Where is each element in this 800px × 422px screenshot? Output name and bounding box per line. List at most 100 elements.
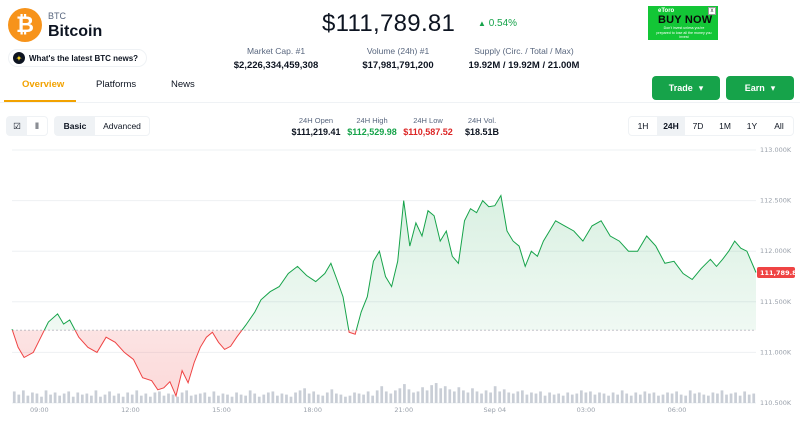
volume-bar — [734, 392, 737, 403]
active-tab-indicator — [4, 100, 76, 102]
volume-bar — [430, 385, 433, 403]
volume-bar — [280, 393, 284, 403]
volume-bar — [707, 395, 710, 403]
volume-bar — [384, 391, 388, 403]
volume-bar — [743, 391, 747, 403]
volume-bar — [480, 393, 483, 403]
trade-button[interactable]: Trade ▾ — [652, 76, 720, 100]
open-value: $111,219.41 — [291, 127, 341, 137]
volume-bar — [593, 394, 597, 403]
volume-bar — [80, 394, 84, 403]
volume-bar — [303, 388, 306, 403]
volume-bar — [729, 393, 733, 403]
earn-button[interactable]: Earn ▾ — [726, 76, 794, 100]
volume-bar — [285, 394, 288, 403]
volume-bar — [530, 392, 533, 403]
etoro-ad[interactable]: eToro BUY NOW Don't invest unless you're… — [648, 6, 718, 40]
volume-bar — [153, 392, 157, 403]
high-value: $112,529.98 — [347, 127, 397, 137]
volume-bar — [711, 392, 715, 403]
coin-name: Bitcoin — [48, 23, 103, 40]
volume-bar — [198, 393, 202, 403]
volume-bar — [375, 390, 379, 403]
volume-bar — [203, 392, 207, 403]
candlestick-chart-icon[interactable]: ⦀ — [35, 120, 39, 131]
volume-bar — [670, 393, 674, 403]
volume-bar — [248, 390, 252, 403]
current-price-label: 111,789.81 — [760, 269, 800, 277]
ad-close-icon[interactable]: x — [708, 7, 716, 15]
volume-bar — [403, 384, 406, 403]
volume-bar — [49, 394, 52, 403]
volume-bar — [307, 393, 311, 403]
range-24h-button[interactable]: 24H — [657, 117, 685, 135]
volume-bar — [339, 394, 343, 403]
volume-bar — [94, 390, 98, 403]
vol-value: $18.51B — [464, 127, 500, 137]
volume-bar — [443, 386, 447, 403]
volume-bar — [416, 391, 420, 403]
volume-bar — [643, 391, 647, 403]
volume-bar — [257, 396, 261, 403]
volume-bar — [112, 395, 116, 403]
volume-bar — [67, 391, 71, 403]
volume-bar — [539, 391, 542, 403]
tab-overview[interactable]: Overview — [22, 79, 65, 90]
range-7d-button[interactable]: 7D — [692, 121, 704, 131]
mode-basic-button[interactable]: Basic — [55, 117, 95, 135]
volume-bar — [135, 390, 139, 403]
volume-bar — [189, 395, 193, 403]
volume-bar — [412, 392, 415, 403]
line-chart-icon[interactable]: ☑ — [7, 117, 27, 135]
volume-bar — [239, 394, 243, 403]
volume-bar — [212, 391, 216, 403]
volume-bar — [570, 394, 574, 403]
volume-bar — [35, 393, 39, 403]
chevron-down-icon: ▾ — [770, 82, 776, 93]
volume-bar — [344, 396, 347, 403]
volume-bar — [298, 390, 302, 403]
volume-bar — [176, 396, 179, 403]
volume-bar — [58, 395, 61, 403]
current-price: $111,789.81 — [322, 10, 456, 37]
range-1y-button[interactable]: 1Y — [746, 121, 758, 131]
volume-label: Volume (24h) #1 — [366, 46, 430, 56]
volume-bar — [688, 390, 692, 403]
volume-bar — [325, 392, 329, 403]
volume-bar — [752, 393, 756, 403]
volume-bar — [126, 392, 130, 403]
price-change: ▲ 0.54% — [478, 18, 517, 29]
tab-news[interactable]: News — [171, 79, 195, 90]
volume-bar — [716, 393, 719, 403]
range-all-button[interactable]: All — [774, 121, 784, 131]
volume-bar — [625, 393, 629, 403]
latest-news-button[interactable]: ✦ What's the latest BTC news? — [8, 49, 148, 67]
price-line-below-open — [11, 330, 357, 398]
ad-disclaimer: Don't invest unless you're prepared to l… — [656, 26, 712, 39]
volume-bar — [158, 391, 161, 403]
volume-bar — [276, 395, 279, 403]
volume-bar — [425, 390, 429, 403]
volume-bar — [589, 391, 592, 403]
tab-platforms[interactable]: Platforms — [96, 79, 137, 90]
range-1h-button[interactable]: 1H — [637, 121, 649, 131]
volume-bar — [371, 395, 375, 403]
volume-bar — [366, 391, 370, 403]
bitcoin-icon: ₿ — [8, 8, 42, 42]
mode-advanced-button[interactable]: Advanced — [103, 121, 141, 131]
volume-bar — [693, 393, 697, 403]
ad-buy-now[interactable]: BUY NOW — [658, 14, 713, 26]
earn-label: Earn — [744, 83, 765, 93]
price-chart[interactable]: 113.000K 112.500K 112.000K 111.500K 111.000K… — [0, 146, 800, 422]
high-label: 24H High — [356, 116, 388, 125]
volume-bar — [452, 391, 456, 403]
volume-bar — [675, 391, 678, 403]
volume-bar — [103, 394, 107, 403]
price-change-value: 0.54% — [488, 18, 518, 29]
volume-bar — [71, 396, 75, 403]
volume-bar — [511, 393, 515, 403]
volume-bar — [26, 395, 30, 403]
volume-bar — [139, 395, 143, 403]
range-1m-button[interactable]: 1M — [719, 121, 731, 131]
market-cap-stat: Market Cap. #1 $2,226,334,459,308 — [230, 46, 322, 71]
